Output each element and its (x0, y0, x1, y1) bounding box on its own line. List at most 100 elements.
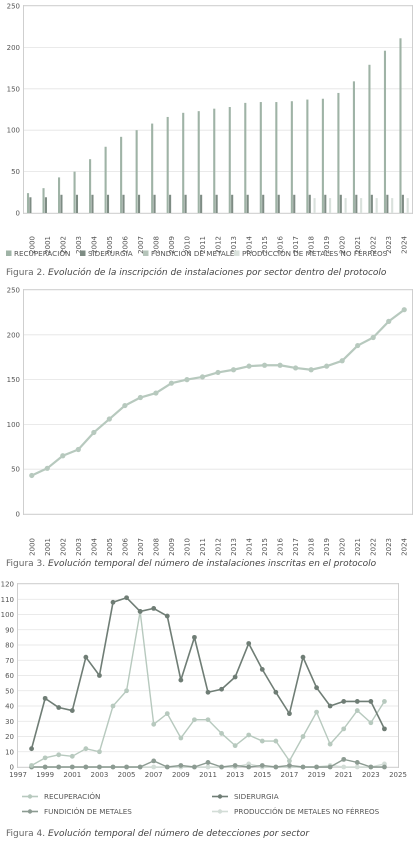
y-tick-label: 200 (7, 331, 20, 339)
x-tick-label: 2023 (362, 771, 380, 779)
x-tick-label: 2002 (59, 236, 67, 254)
legend-marker (217, 794, 223, 799)
x-tick-label: 2012 (215, 236, 223, 254)
bar (44, 197, 47, 213)
x-tick-label: 2011 (199, 771, 217, 779)
data-point (259, 763, 265, 768)
x-tick-label: 2014 (246, 537, 254, 555)
bar (383, 50, 387, 213)
legend-label: SIDERURGIA (234, 792, 279, 801)
caption-text: Evolución temporal del número de detecci… (48, 828, 310, 839)
data-point (327, 764, 333, 770)
caption-text: Evolución de la inscripción de instalaci… (48, 267, 387, 278)
x-tick-label: 2017 (292, 236, 300, 254)
bar (355, 194, 358, 213)
x-tick-label: 2006 (121, 235, 129, 253)
data-point (29, 763, 34, 768)
data-point (232, 674, 238, 680)
y-tick-label: 50 (11, 168, 20, 176)
data-point (354, 708, 360, 713)
y-tick-label: 0 (16, 511, 20, 519)
data-point (314, 764, 319, 770)
legend-swatch (234, 250, 240, 256)
x-tick-label: 2021 (335, 771, 353, 779)
data-point (83, 764, 89, 770)
caption-text: Evolución temporal del número de instala… (48, 558, 377, 569)
data-point (354, 760, 360, 765)
x-tick-label: 2024 (401, 235, 409, 253)
legend-label: FUNDICIÓN DE METALES (151, 249, 239, 258)
figure-caption: Figura 4. Evolución temporal del número … (6, 828, 310, 839)
x-tick-label: 2009 (168, 236, 176, 254)
data-point (327, 703, 333, 709)
y-tick-label: 100 (7, 421, 20, 429)
bar (321, 98, 324, 213)
data-point (192, 634, 197, 640)
bar (213, 108, 216, 213)
data-point (137, 609, 143, 614)
data-point (168, 380, 175, 386)
y-tick-label: 100 (7, 127, 20, 135)
bar (166, 116, 169, 213)
x-tick-label: 2005 (118, 771, 136, 779)
bar (375, 198, 378, 213)
x-tick-label: 2007 (137, 236, 145, 254)
data-point (60, 453, 66, 459)
data-point (219, 686, 224, 692)
y-tick-label: 150 (7, 376, 20, 384)
bar (153, 194, 156, 213)
data-point (273, 764, 279, 770)
x-tick-label: 2018 (308, 236, 316, 254)
data-point (230, 367, 237, 373)
data-point (29, 746, 34, 752)
bar (26, 193, 30, 213)
data-point (327, 741, 333, 747)
bar (352, 81, 355, 214)
data-point (97, 673, 102, 678)
x-tick-label: 2009 (168, 538, 176, 556)
legend-label: SIDERURGIA (88, 249, 133, 258)
x-tick-label: 2012 (215, 538, 223, 556)
bar (89, 159, 92, 213)
x-tick-label: 2020 (339, 538, 347, 556)
data-point (300, 654, 306, 660)
y-tick-label: 0 (16, 210, 20, 218)
data-point (199, 374, 206, 380)
figure-4-line-chart: 0 10 20 30 40 50 60 70 80 90 100 110 120 1997 1999 2001… (1, 581, 407, 840)
data-point (56, 764, 62, 770)
data-point (205, 689, 211, 695)
data-point (124, 688, 129, 694)
data-point (287, 711, 292, 717)
data-point (42, 755, 48, 761)
data-point (401, 307, 407, 313)
bar (91, 194, 94, 213)
bar (306, 99, 309, 213)
x-tick-label: 2005 (106, 236, 114, 254)
data-point (314, 709, 319, 715)
x-tick-label: 2003 (75, 236, 83, 254)
data-point (44, 465, 50, 471)
data-point (110, 599, 116, 605)
data-point (246, 363, 252, 369)
data-point (219, 764, 224, 770)
x-tick-label: 2019 (323, 538, 331, 556)
legend-label: PRODUCCIÓN DE METALES NO FÉRREOS (234, 807, 380, 816)
data-point (314, 685, 319, 691)
data-point (354, 699, 360, 704)
x-tick-label: 2016 (277, 235, 285, 253)
caption-number: Figura 2. (6, 268, 48, 278)
bar (75, 194, 79, 213)
x-tick-label: 2004 (90, 537, 98, 555)
data-point (137, 764, 143, 770)
x-tick-label: 2008 (152, 236, 160, 254)
y-tick-label: 80 (5, 642, 14, 650)
data-point (29, 472, 35, 479)
legend-marker (27, 794, 33, 799)
data-point (368, 699, 374, 704)
data-point (205, 760, 211, 765)
data-point (370, 334, 376, 341)
data-point (151, 764, 157, 770)
x-tick-label: 2007 (137, 538, 145, 556)
data-point (382, 726, 387, 732)
data-point (124, 764, 129, 770)
